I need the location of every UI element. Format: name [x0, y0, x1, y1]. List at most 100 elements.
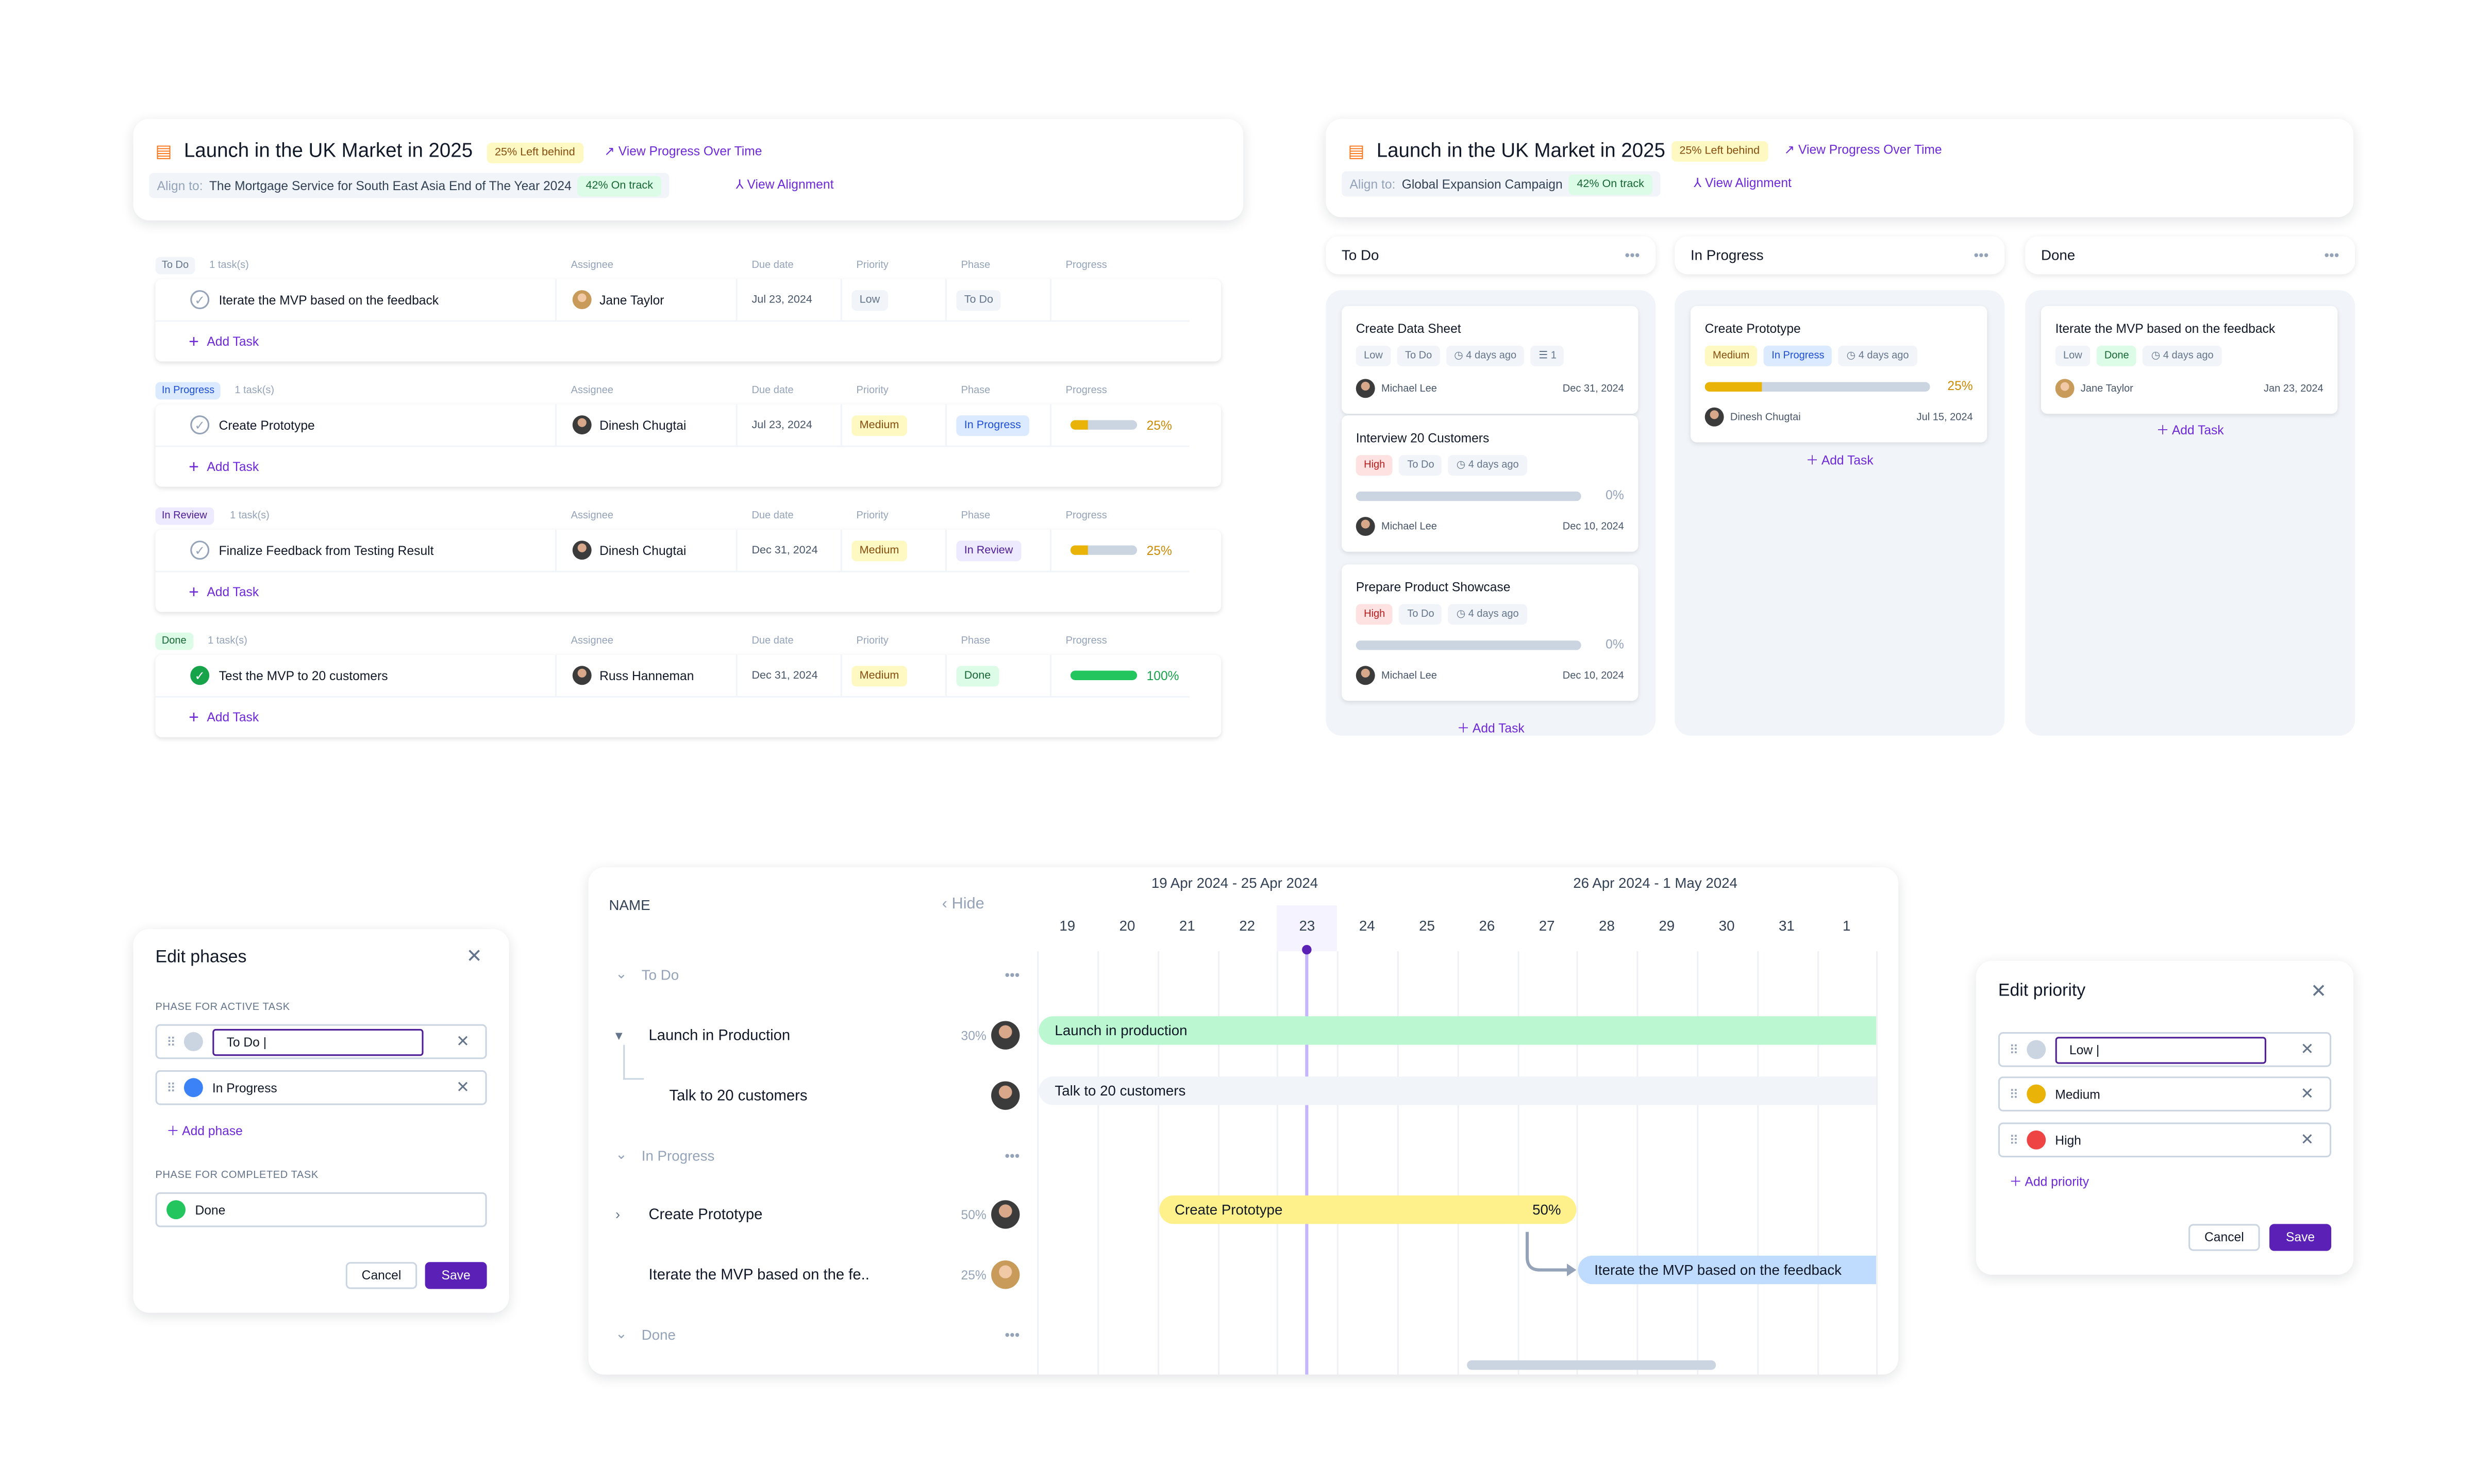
gantt-bar[interactable]: Talk to 20 customers [1039, 1076, 1877, 1105]
card-title[interactable]: Iterate the MVP based on the feedback [2055, 322, 2276, 336]
task-card[interactable]: Create Data Sheet Low To Do ◷ 4 days ago ☰ … [1342, 306, 1639, 414]
group-label[interactable]: Done [155, 632, 193, 650]
more-icon[interactable]: ••• [1005, 1326, 1020, 1342]
assignee-name[interactable]: Russ Hanneman [599, 668, 694, 683]
drag-handle-icon[interactable]: ⠿ [2009, 1087, 2018, 1101]
task-name[interactable]: Iterate the MVP based on the feedback [219, 292, 439, 307]
priority-color-dot[interactable] [2026, 1130, 2046, 1150]
check-circle-icon[interactable]: ✓ [190, 415, 210, 435]
priority-name[interactable]: High [2055, 1133, 2081, 1148]
priority-badge[interactable]: High [1356, 455, 1393, 476]
more-icon[interactable]: ••• [1625, 247, 1640, 263]
assignee-name[interactable]: Jane Taylor [599, 292, 664, 307]
check-circle-icon[interactable]: ✓ [190, 541, 210, 560]
phase-name-input[interactable]: To Do | [212, 1028, 424, 1055]
gantt-bar[interactable]: Create Prototype 50% [1159, 1195, 1577, 1224]
drag-handle-icon[interactable]: ⠿ [166, 1080, 176, 1095]
card-title[interactable]: Create Prototype [1704, 322, 1801, 336]
gantt-group-row[interactable]: ⌄ In Progress ••• [615, 1146, 1020, 1163]
group-label[interactable]: In Progress [155, 382, 221, 400]
phase-badge[interactable]: To Do [1397, 345, 1440, 366]
more-icon[interactable]: ••• [1974, 247, 1989, 263]
phase-name[interactable]: In Progress [212, 1080, 277, 1095]
save-button[interactable]: Save [425, 1262, 487, 1289]
priority-badge[interactable]: Medium [851, 665, 907, 686]
task-row[interactable]: ✓ Test the MVP to 20 customers Russ Hann… [155, 654, 1222, 737]
add-task-button[interactable]: + Add Task [155, 570, 1190, 612]
view-alignment-link[interactable]: ⅄ View Alignment [735, 177, 834, 192]
priority-badge[interactable]: Low [1356, 345, 1391, 366]
close-icon[interactable]: ✕ [2311, 980, 2327, 1002]
phase-badge[interactable]: In Review [956, 539, 1021, 561]
group-label[interactable]: To Do [155, 257, 195, 275]
gantt-task-row[interactable]: ▾ Launch in Production 30% [615, 1021, 1020, 1050]
check-circle-icon[interactable]: ✓ [190, 290, 210, 309]
gantt-bar[interactable]: Iterate the MVP based on the feedback [1578, 1255, 1877, 1285]
due-date[interactable]: Jul 23, 2024 [738, 279, 842, 321]
priority-badge[interactable]: Medium [851, 539, 907, 561]
gantt-task-row[interactable]: Iterate the MVP based on the fe.. 25% [615, 1260, 1020, 1289]
phase-color-dot[interactable] [183, 1078, 203, 1098]
due-date[interactable]: Jul 23, 2024 [738, 404, 842, 446]
task-card[interactable]: Iterate the MVP based on the feedback Lo… [2041, 306, 2338, 414]
cancel-button[interactable]: Cancel [345, 1262, 417, 1289]
view-progress-link[interactable]: ↗ View Progress Over Time [604, 144, 762, 159]
priority-badge[interactable]: Medium [1704, 345, 1758, 366]
due-date[interactable]: Dec 31, 2024 [738, 529, 842, 571]
task-row[interactable]: ✓ Create Prototype Dinesh Chugtai Jul 23… [155, 404, 1222, 487]
add-phase-button[interactable]: ＋ Add phase [166, 1124, 243, 1139]
priority-name-input[interactable]: Low | [2055, 1036, 2266, 1064]
card-title[interactable]: Prepare Product Showcase [1356, 580, 1511, 595]
phase-badge[interactable]: To Do [1399, 604, 1443, 625]
gantt-group-row[interactable]: ⌄ To Do ••• [615, 965, 1020, 983]
priority-name[interactable]: Medium [2055, 1087, 2100, 1101]
task-name[interactable]: Create Prototype [219, 417, 315, 432]
hide-button[interactable]: ‹ Hide [942, 896, 984, 914]
group-label[interactable]: In Review [155, 507, 213, 525]
add-task-button[interactable]: ＋ Add Task [1806, 453, 1874, 468]
task-card[interactable]: Prepare Product Showcase High To Do ◷ 4 da… [1342, 564, 1639, 701]
priority-badge[interactable]: Medium [851, 414, 907, 435]
assignee-name[interactable]: Dinesh Chugtai [599, 417, 687, 432]
close-icon[interactable]: ✕ [466, 945, 482, 967]
remove-icon[interactable]: ✕ [2300, 1085, 2314, 1103]
task-name[interactable]: Finalize Feedback from Testing Result [219, 543, 434, 558]
remove-icon[interactable]: ✕ [456, 1078, 470, 1097]
task-card[interactable]: Interview 20 Customers High To Do ◷ 4 days… [1342, 415, 1639, 552]
add-priority-button[interactable]: ＋ Add priority [2009, 1174, 2089, 1189]
gantt-task-row[interactable]: › Create Prototype 50% [615, 1200, 1020, 1229]
gantt-task-row[interactable]: Talk to 20 customers [615, 1081, 1020, 1110]
phase-badge[interactable]: Done [956, 665, 999, 686]
drag-handle-icon[interactable]: ⠿ [166, 1034, 176, 1049]
drag-handle-icon[interactable]: ⠿ [2009, 1042, 2018, 1057]
phase-badge[interactable]: Done [2096, 345, 2137, 366]
priority-color-dot[interactable] [2026, 1084, 2046, 1104]
add-task-button[interactable]: + Add Task [155, 696, 1190, 737]
more-icon[interactable]: ••• [1005, 1147, 1020, 1163]
due-date[interactable]: Dec 31, 2024 [738, 654, 842, 696]
phase-color-dot[interactable] [183, 1032, 203, 1051]
drag-handle-icon[interactable]: ⠿ [2009, 1133, 2018, 1148]
priority-color-dot[interactable] [2026, 1040, 2046, 1059]
gantt-bar[interactable]: Launch in production [1039, 1016, 1877, 1045]
horizontal-scrollbar[interactable] [1467, 1360, 1716, 1370]
priority-badge[interactable]: High [1356, 604, 1393, 625]
check-circle-filled-icon[interactable]: ✓ [190, 666, 210, 685]
priority-badge[interactable]: Low [2055, 345, 2091, 366]
phase-color-dot[interactable] [166, 1200, 186, 1220]
add-task-button[interactable]: + Add Task [155, 445, 1190, 487]
phase-badge[interactable]: In Progress [956, 414, 1029, 435]
phase-badge[interactable]: To Do [1399, 455, 1443, 476]
add-task-button[interactable]: + Add Task [155, 320, 1190, 362]
task-card[interactable]: Create Prototype Medium In Progress ◷ 4 da… [1690, 306, 1987, 443]
card-title[interactable]: Create Data Sheet [1356, 322, 1461, 336]
task-row[interactable]: ✓ Iterate the MVP based on the feedback … [155, 279, 1222, 362]
view-progress-link[interactable]: ↗ View Progress Over Time [1784, 142, 1942, 157]
completed-phase-row[interactable]: Done [155, 1192, 487, 1227]
add-task-button[interactable]: ＋ Add Task [2156, 423, 2224, 438]
more-icon[interactable]: ••• [2324, 247, 2339, 263]
remove-icon[interactable]: ✕ [2300, 1040, 2314, 1058]
gantt-group-row[interactable]: ⌄ Done ••• [615, 1325, 1020, 1342]
more-icon[interactable]: ••• [1005, 966, 1020, 983]
subtask-badge[interactable]: ☰ 1 [1530, 345, 1565, 366]
